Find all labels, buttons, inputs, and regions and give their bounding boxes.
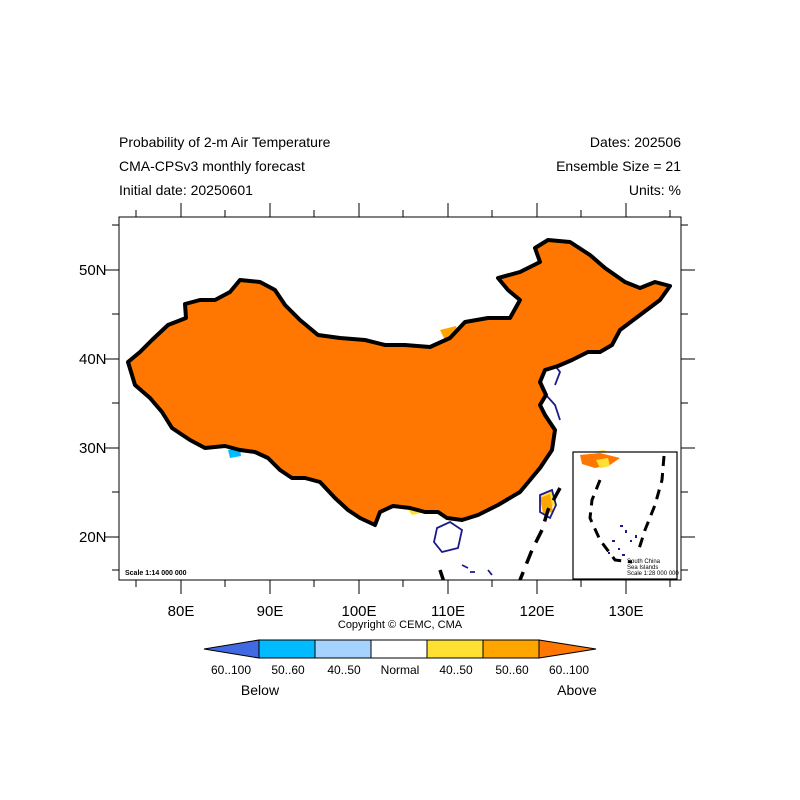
axis-ticks <box>105 203 695 594</box>
lon-label-80e: 80E <box>167 603 195 620</box>
lon-label-110e: 110E <box>431 603 465 620</box>
colorbar-label-below-50-60: 50..60 <box>271 663 305 677</box>
inset-map <box>572 451 678 580</box>
lat-label-20n: 20N <box>79 529 107 546</box>
title-line-1: Probability of 2-m Air Temperature <box>119 134 331 150</box>
colorbar-box-3 <box>370 639 428 659</box>
colorbar-box-2 <box>314 639 372 659</box>
colorbar-box-1 <box>258 639 316 659</box>
colorbar-label-normal: Normal <box>380 663 420 677</box>
lon-label-120e: 120E <box>519 603 555 620</box>
colorbar-above-word: Above <box>557 682 597 698</box>
colorbar-label-below-60-100: 60..100 <box>210 663 252 677</box>
lat-label-30n: 30N <box>79 440 107 457</box>
inset-title-1: South China <box>627 559 661 565</box>
colorbar-arrow-right <box>538 639 597 659</box>
lon-label-90e: 90E <box>256 603 284 620</box>
copyright-text: Copyright © CEMC, CMA <box>337 619 463 631</box>
title-line-2: CMA-CPSv3 monthly forecast <box>119 158 305 174</box>
colorbar-box-5 <box>482 639 540 659</box>
colorbar-label-above-60-100: 60..100 <box>548 663 590 677</box>
title-line-3: Initial date: 20250601 <box>119 182 253 198</box>
plot-frame <box>118 216 682 581</box>
lat-label-40n: 40N <box>79 351 107 368</box>
colorbar-box-4 <box>426 639 484 659</box>
units-label: Units: % <box>628 182 681 198</box>
lon-label-100e: 100E <box>341 603 377 620</box>
lon-label-130e: 130E <box>608 603 644 620</box>
dates-label: Dates: 202506 <box>589 134 681 150</box>
map-content <box>126 238 678 580</box>
inset-title-2: Sea Islands <box>627 565 659 571</box>
main-scale-label: Scale 1:14 000 000 <box>125 570 187 577</box>
lat-label-50n: 50N <box>79 262 107 279</box>
colorbar-label-below-40-50: 40..50 <box>327 663 361 677</box>
colorbar-arrow-left <box>203 639 260 659</box>
sea-boundary-dashed <box>438 487 562 580</box>
colorbar-label-above-50-60: 50..60 <box>495 663 529 677</box>
colorbar-below-word: Below <box>240 682 280 698</box>
colorbar-label-above-40-50: 40..50 <box>439 663 473 677</box>
inset-scale-label: Scale 1:28 000 000 <box>627 571 679 577</box>
ensemble-size-label: Ensemble Size = 21 <box>556 158 681 174</box>
